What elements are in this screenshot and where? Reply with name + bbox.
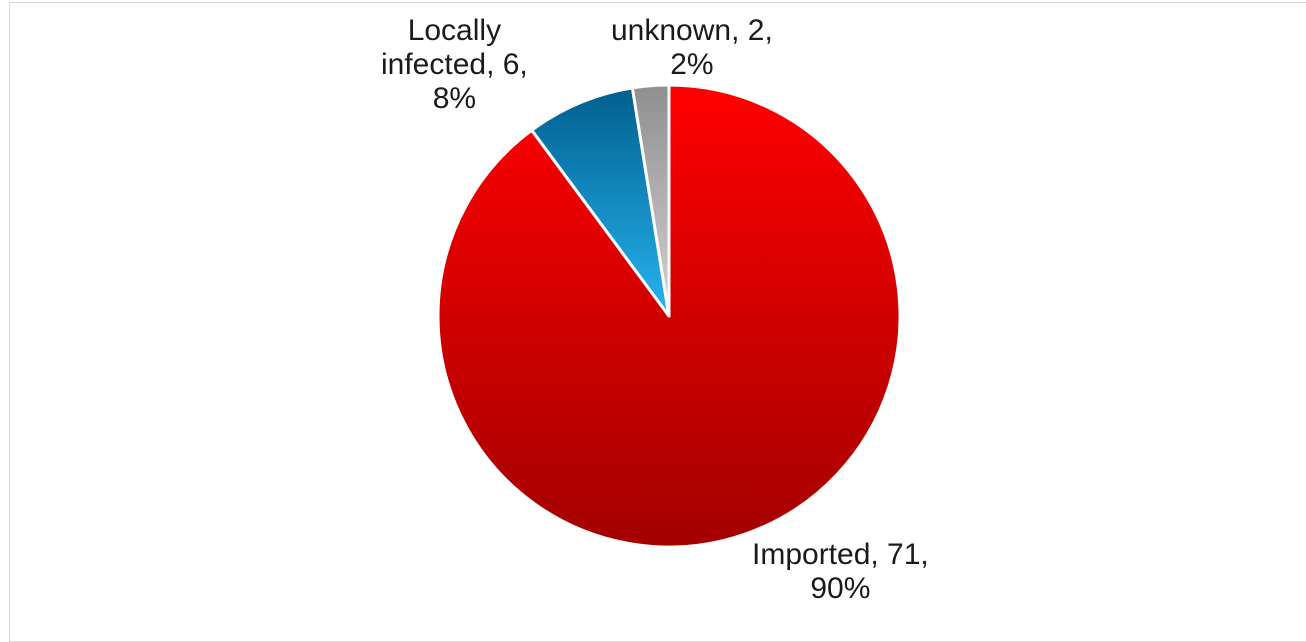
label-imported: Imported, 71, 90% [752,538,929,606]
label-locally-line1: Locally [407,14,502,47]
label-unknown-line2: 2% [670,48,714,81]
pie-slice-unknown [630,83,671,318]
label-unknown-line1: unknown, 2, [611,14,773,47]
label-imported-line1: Imported, 71, [752,538,929,571]
label-locally-infected: Locally infected, 6, 8% [381,14,528,116]
label-imported-line2: 90% [810,572,871,605]
pie-chart [436,83,902,549]
label-locally-line2: infected, 6, [381,48,528,81]
label-unknown: unknown, 2, 2% [611,14,773,82]
pie-slice-locally-infected [530,86,671,318]
label-locally-line3: 8% [432,82,477,115]
